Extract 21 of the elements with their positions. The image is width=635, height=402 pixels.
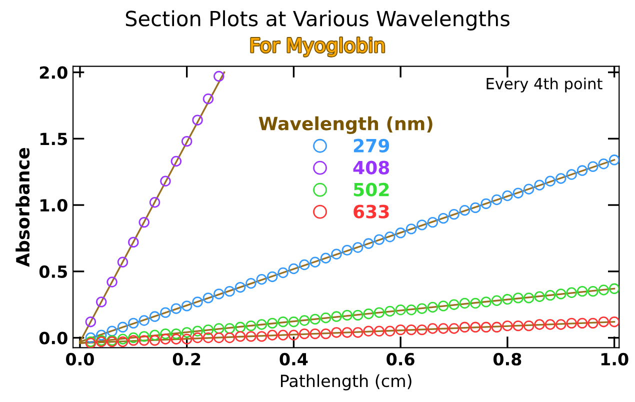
legend-label: 279 [354, 138, 390, 152]
x-tick-label: 1.0 [601, 352, 628, 366]
chart-subtitle: For Myoglobin [251, 37, 384, 56]
y-tick-label: 0.5 [39, 265, 67, 278]
x-axis-title: Pathlength (cm) [280, 374, 412, 390]
legend-label: 502 [354, 182, 389, 196]
x-tick-label: 0.8 [493, 352, 522, 366]
legend-label: 633 [354, 204, 389, 218]
x-tick-label: 0.0 [66, 352, 94, 366]
y-tick-label: 2.0 [40, 66, 68, 79]
chart-title: Section Plots at Various Wavelengths [126, 10, 510, 30]
y-tick-label: 1.5 [40, 132, 67, 146]
x-tick-label: 0.2 [172, 352, 200, 366]
x-tick-label: 0.6 [386, 352, 414, 366]
x-tick-label: 0.4 [280, 352, 308, 366]
annotation: Every 4th point [486, 78, 602, 92]
y-tick-label: 0.0 [39, 332, 68, 344]
y-tick-label: 1.0 [40, 199, 68, 212]
legend-label: 408 [353, 160, 390, 174]
y-axis-title: Absorbance [16, 148, 30, 267]
legend-title: Wavelength (nm) [258, 116, 432, 134]
